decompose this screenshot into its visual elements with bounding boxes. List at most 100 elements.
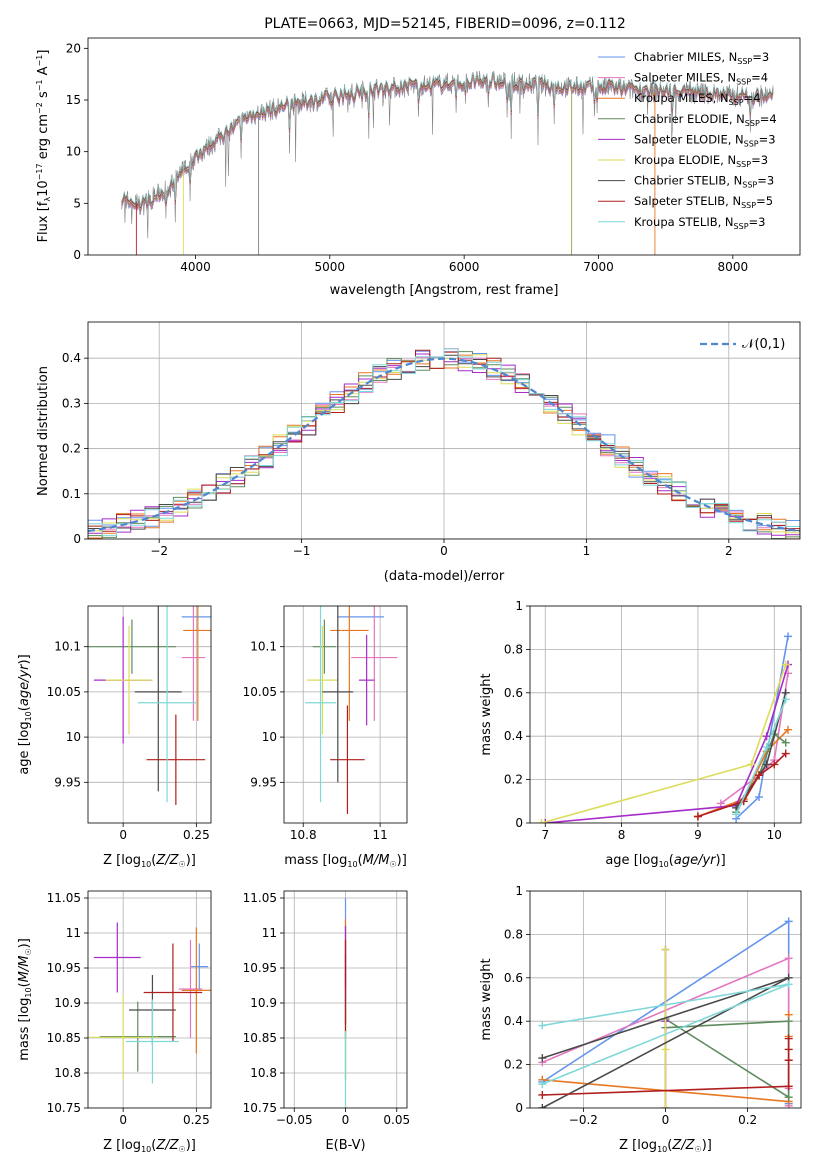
figure-title: PLATE=0663, MJD=52145, FIBERID=0096, z=0…	[264, 16, 626, 32]
x-axis-label: age [log10(age/yr)]	[605, 853, 725, 869]
x-tick-label: 2	[725, 544, 733, 558]
weight-marker	[661, 1045, 670, 1054]
x-tick-label: 0.2	[738, 1113, 757, 1127]
plot-area	[284, 606, 407, 823]
y-axis-label: mass weight	[479, 673, 494, 755]
x-tick-label: 0.05	[383, 1113, 410, 1127]
weight-marker	[538, 1054, 547, 1063]
axes-weight-vs-Z: −0.2 0 0.2 0 0.2 0.4 0.6 0.8 1 mass weight Z [log1…	[479, 884, 802, 1154]
y-tick-label: 0	[73, 248, 81, 262]
y-tick-label: 5	[73, 196, 81, 210]
x-tick-label: 7000	[583, 260, 614, 274]
weight-marker	[538, 1104, 547, 1108]
legend-label: Kroupa MILES, NSSP=4	[634, 91, 760, 107]
y-tick-label: 20	[66, 41, 81, 55]
weight-marker	[732, 810, 741, 819]
y-tick-label: 10	[66, 145, 81, 159]
legend-label: Salpeter STELIB, NSSP=5	[634, 194, 773, 210]
plot-area	[530, 606, 801, 823]
x-tick-label: 10	[767, 828, 782, 842]
y-tick-label: 0.4	[62, 351, 81, 365]
y-tick-label: 0.8	[504, 642, 523, 656]
x-tick-label: 0	[342, 1113, 350, 1127]
weight-marker	[762, 732, 771, 741]
y-tick-label: 11.05	[243, 891, 277, 905]
weight-marker	[781, 738, 790, 747]
y-tick-label: 11	[262, 926, 277, 940]
y-tick-label: 10.85	[47, 1031, 81, 1045]
y-tick-label: 10.8	[250, 1066, 277, 1080]
y-axis-label: mass weight	[479, 958, 494, 1040]
x-tick-label: 0	[662, 1113, 670, 1127]
weight-marker	[784, 632, 793, 641]
y-tick-label: 0.8	[504, 927, 523, 941]
weight-marker	[770, 760, 779, 769]
weight-marker	[784, 1017, 793, 1026]
x-tick-label: 4000	[180, 260, 211, 274]
y-tick-label: 0.4	[504, 1014, 523, 1028]
x-tick-label: 10.8	[290, 828, 317, 842]
x-tick-label: 0.25	[183, 1113, 210, 1127]
axes-mass-vs-EBV: −0.05 0 0.05 10.75 10.8 10.85 10.9 10.95 11 11.05…	[243, 890, 410, 1153]
plot-area	[530, 891, 801, 1108]
x-tick-label: 8000	[718, 260, 749, 274]
x-tick-label: 1	[583, 544, 591, 558]
weight-marker	[784, 1034, 793, 1043]
legend-label: Chabrier STELIB, NSSP=3	[634, 174, 774, 190]
y-tick-label: 10.05	[47, 685, 81, 699]
axes-mass-vs-Z: 0 0.25 10.75 10.8 10.85 10.9 10.95 11 11.05 Z [lo…	[17, 890, 212, 1154]
x-tick-label: −1	[293, 544, 311, 558]
weight-marker	[755, 771, 764, 780]
y-tick-label: 0.1	[62, 487, 81, 501]
x-axis-label: Z [log10(Z/Z☉)]	[103, 853, 196, 869]
weight-marker	[762, 760, 771, 769]
weight-marker	[693, 812, 702, 821]
y-tick-label: 9.95	[54, 775, 81, 789]
x-tick-label: 7	[541, 828, 549, 842]
weight-marker	[784, 1082, 793, 1091]
plot-area	[121, 70, 774, 255]
x-tick-label: 5000	[315, 260, 346, 274]
y-tick-label: 0.2	[504, 1058, 523, 1072]
legend-label: Chabrier ELODIE, NSSP=4	[634, 112, 777, 128]
plot-area	[284, 891, 407, 1108]
x-axis-label: Z [log10(Z/Z☉)]	[103, 1138, 196, 1154]
y-tick-label: 10	[66, 730, 81, 744]
legend-label: 𝒩(0,1)	[742, 337, 785, 352]
weight-marker	[784, 917, 793, 926]
y-tick-label: 10.95	[47, 961, 81, 975]
y-axis-label: Normed distribution	[36, 366, 51, 496]
axes-weight-vs-age: 7 8 9 10 0 0.2 0.4 0.6 0.8 1 mass weight age [log10…	[479, 599, 802, 869]
weight-marker	[781, 749, 790, 758]
y-tick-label: 10.1	[250, 640, 277, 654]
x-tick-label: −0.05	[276, 1113, 313, 1127]
y-tick-label: 0.2	[504, 773, 523, 787]
weight-line-6	[541, 664, 787, 823]
y-tick-label: 0	[515, 1101, 523, 1115]
x-axis-label: Z [log10(Z/Z☉)]	[619, 1138, 712, 1154]
y-tick-label: 10.8	[54, 1066, 81, 1080]
axes-frame	[529, 605, 802, 824]
weight-marker	[538, 1090, 547, 1099]
x-axis-label: (data-model)/error	[384, 569, 505, 584]
y-axis-label: mass [log10(M/M☉)]	[17, 938, 33, 1061]
x-tick-label: 0	[119, 828, 127, 842]
y-tick-label: 9.95	[250, 775, 277, 789]
weight-marker	[784, 980, 793, 989]
y-tick-label: 10.85	[243, 1031, 277, 1045]
x-tick-label: 9	[694, 828, 702, 842]
x-tick-label: 6000	[449, 260, 480, 274]
x-tick-label: −2	[150, 544, 168, 558]
y-tick-label: 1	[515, 884, 523, 898]
y-tick-label: 15	[66, 93, 81, 107]
plot-area	[88, 606, 211, 823]
weight-marker	[716, 799, 725, 808]
y-tick-label: 10.9	[250, 996, 277, 1010]
axes-age-vs-mass: 10.8 11 9.95 10 10.05 10.1 mass [log10(M/M☉)]	[243, 605, 408, 869]
weight-marker	[784, 954, 793, 963]
weight-marker	[784, 1045, 793, 1054]
x-tick-label: −0.2	[569, 1113, 598, 1127]
axes-spectrum: 4000 5000 6000 7000 8000 0 5 10 15 20 wavelength […	[35, 37, 801, 298]
x-tick-label: 11	[372, 828, 387, 842]
y-tick-label: 0.6	[504, 686, 523, 700]
